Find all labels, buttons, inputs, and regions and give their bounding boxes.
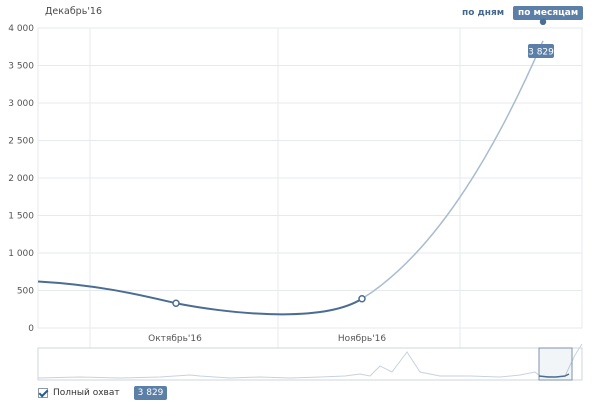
- navigator-selected-line: [538, 373, 570, 378]
- data-point: [358, 295, 366, 303]
- data-point: [172, 299, 180, 307]
- y-tick-label: 1 000: [8, 249, 34, 259]
- y-tick-label: 1 500: [8, 212, 34, 222]
- period-label: Декабрь'16: [45, 6, 103, 17]
- by-days-button[interactable]: по дням: [462, 8, 505, 18]
- value-label-bg: [528, 44, 554, 58]
- series-line: [37, 280, 363, 316]
- x-tick-label: Ноябрь'16: [338, 334, 386, 344]
- y-tick-label: 2 500: [8, 137, 34, 147]
- legend-label: Полный охват: [53, 388, 120, 398]
- value-label: 3 829: [528, 48, 554, 58]
- y-tick-label: 4 000: [8, 24, 34, 34]
- y-tick-label: 500: [17, 287, 34, 297]
- navigator-frame: [37, 347, 583, 381]
- legend-value-badge: 3 829: [133, 386, 168, 400]
- y-tick-label: 2 000: [8, 174, 34, 184]
- series-projection-line: [361, 40, 544, 300]
- highlight-point: [539, 18, 547, 26]
- y-tick-label: 3 500: [8, 62, 34, 72]
- legend: Полный охват 3 829: [38, 386, 168, 400]
- by-months-button[interactable]: по месяцам: [513, 6, 584, 20]
- full-reach-checkbox[interactable]: [38, 388, 48, 398]
- x-tick-label: Октябрь'16: [148, 334, 202, 344]
- navigator-line: [37, 343, 583, 379]
- y-tick-label: 0: [28, 324, 34, 334]
- y-tick-label: 3 000: [8, 99, 34, 109]
